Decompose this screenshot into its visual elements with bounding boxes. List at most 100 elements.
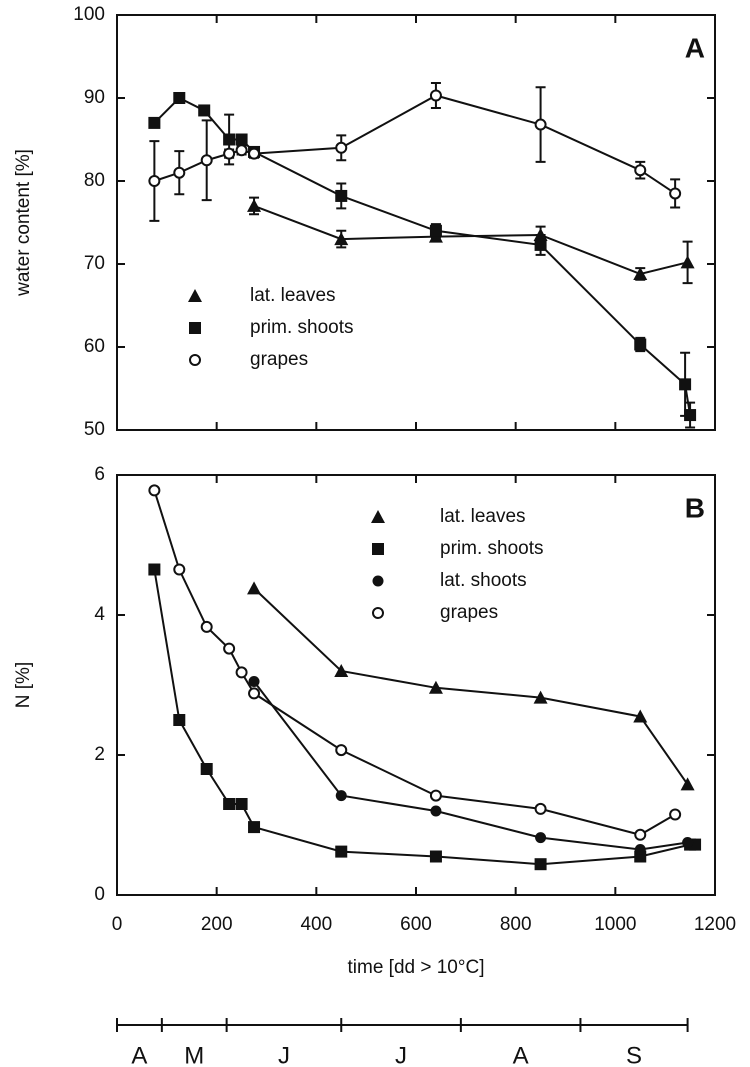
square-marker [173,92,186,104]
open-circle-marker [148,175,161,187]
legend-marker [372,575,384,587]
y-tick-label: 0 [94,884,105,905]
triangle-marker [247,198,262,212]
open-circle-marker [669,808,682,821]
triangle-marker [428,680,443,694]
square-marker [223,133,236,146]
open-circle-marker [248,147,261,160]
triangle-marker [680,777,695,791]
x-tick-label: 600 [400,914,432,935]
open-circle-marker [173,563,186,576]
open-circle-marker [248,687,261,700]
y-tick-label: 90 [84,87,105,108]
square-marker [235,798,248,810]
legend-label: lat. shoots [440,570,527,591]
legend-marker [372,543,384,555]
open-circle-marker [335,744,348,757]
legend-label: lat. leaves [440,506,526,527]
y-axis-label: N [%] [13,662,34,708]
square-marker [198,104,211,117]
triangle-marker [334,664,349,677]
open-circle-marker [200,154,213,167]
triangle-marker [334,232,349,246]
circle-marker [682,837,694,848]
legend-marker [189,322,201,334]
open-circle-marker [200,620,213,633]
x-tick-label: 200 [201,914,233,935]
square-marker [679,378,692,391]
month-label: A [513,1042,529,1067]
y-tick-label: 70 [84,253,105,274]
triangle-marker [680,255,695,269]
panel-label: A [685,32,705,63]
series-line [153,490,676,836]
open-circle-marker [429,789,442,802]
square-marker [148,563,161,576]
y-tick-label: 2 [94,744,105,765]
y-tick-label: 100 [73,4,105,25]
square-marker [684,409,697,422]
open-circle-marker [429,89,442,102]
y-tick-label: 80 [84,170,105,191]
square-marker [173,714,186,726]
open-circle-marker [534,118,547,131]
open-circle-marker [148,484,161,497]
circle-marker [335,790,347,802]
y-tick-label: 60 [84,336,105,357]
panel-label: B [685,492,705,523]
open-circle-marker [235,666,248,679]
legend-marker [372,607,384,619]
circle-marker [248,676,260,687]
month-label: S [626,1042,642,1067]
y-tick-label: 50 [84,419,105,440]
open-circle-marker [634,828,647,841]
open-circle-marker [173,166,186,179]
open-circle-marker [235,144,248,157]
square-marker [534,858,547,871]
legend-label: prim. shoots [250,317,353,338]
legend-marker [189,354,201,366]
open-circle-marker [534,802,547,815]
month-label: J [395,1042,407,1067]
month-label: A [131,1042,147,1067]
open-circle-marker [223,147,236,160]
circle-marker [634,844,646,855]
month-label: J [278,1042,290,1067]
y-tick-label: 6 [94,464,105,485]
triangle-marker [247,581,262,595]
square-marker [634,338,647,351]
x-tick-label: 400 [300,914,332,935]
square-marker [335,189,348,202]
open-circle-marker [669,187,682,200]
circle-marker [430,805,442,817]
square-marker [148,116,161,129]
legend-label: lat. leaves [250,285,336,306]
series-line [253,587,689,785]
month-label: M [184,1042,204,1067]
x-tick-label: 800 [500,914,532,935]
x-tick-label: 1200 [694,914,736,935]
square-marker [200,763,213,775]
open-circle-marker [223,642,236,655]
triangle-marker [633,266,648,280]
series-line [153,96,692,416]
square-marker [534,238,547,251]
open-circle-marker [335,141,348,154]
y-axis-label: water content [%] [13,149,34,297]
triangle-marker [633,709,648,723]
legend-marker [188,289,202,302]
legend-label: grapes [440,602,498,623]
circle-marker [535,832,547,844]
legend-label: prim. shoots [440,538,543,559]
series-line [153,569,696,866]
x-axis-label: time [dd > 10°C] [348,957,485,978]
square-marker [235,133,248,146]
y-tick-label: 4 [94,604,105,625]
x-tick-label: 0 [112,914,123,935]
x-tick-label: 1000 [594,914,636,935]
legend-label: grapes [250,349,308,370]
series-line [253,204,688,276]
open-circle-marker [634,164,647,177]
square-marker [429,850,442,863]
